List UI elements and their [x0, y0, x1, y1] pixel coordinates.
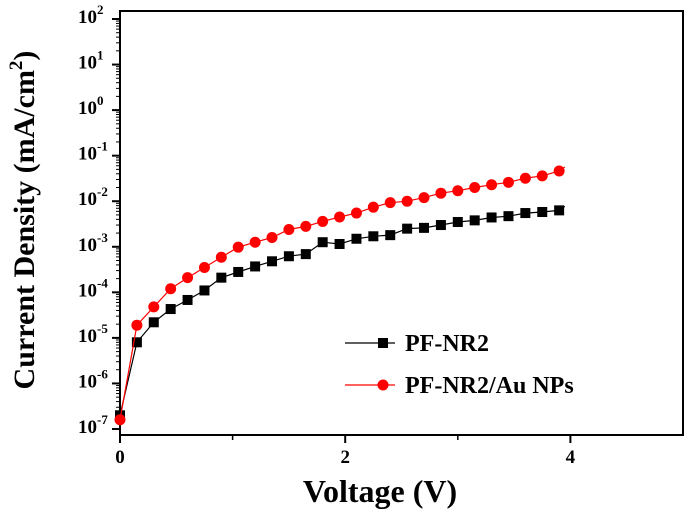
data-point	[165, 304, 176, 315]
plot-frame	[119, 10, 684, 436]
data-point	[317, 215, 329, 227]
plot-area: 0 2 4 102 101 100 10-1 10-2 10-3 10-4 10-5 10-6 10-7…	[78, 2, 684, 468]
y-tick-label: 10-3	[78, 230, 108, 256]
y-tick-label: 10-2	[78, 184, 108, 210]
data-point	[198, 262, 210, 274]
data-point	[351, 233, 362, 244]
data-point	[334, 239, 345, 250]
data-point	[334, 211, 346, 223]
x-tick-label: 2	[340, 447, 350, 468]
y-axis-title: Current Density (mA/cm2)	[6, 51, 41, 390]
legend-marker	[377, 379, 389, 391]
data-point	[317, 237, 328, 248]
data-point	[519, 172, 531, 184]
data-point	[401, 195, 413, 207]
data-point	[114, 414, 126, 426]
y-tick-label: 101	[78, 48, 104, 74]
data-point	[503, 211, 514, 222]
data-point	[148, 301, 160, 313]
y-tick-label: 10-6	[78, 366, 108, 392]
data-point	[131, 337, 142, 348]
data-point	[537, 206, 548, 217]
data-point	[469, 215, 480, 226]
data-point	[419, 222, 430, 233]
data-point	[368, 231, 379, 242]
data-point	[402, 223, 413, 234]
data-point	[452, 185, 464, 197]
x-axis-title: Voltage (V)	[303, 473, 457, 509]
y-tick-label: 10-4	[78, 275, 108, 301]
data-point	[266, 231, 278, 243]
series-2	[114, 165, 566, 426]
data-point	[367, 201, 379, 213]
data-point	[300, 249, 311, 260]
data-point	[182, 272, 194, 284]
data-point	[283, 223, 295, 235]
data-point	[283, 251, 294, 262]
y-tick-label: 10-1	[78, 139, 108, 165]
data-point	[536, 170, 548, 182]
data-point	[165, 283, 177, 295]
data-point	[520, 208, 531, 219]
data-point	[385, 230, 396, 241]
data-point	[502, 176, 514, 188]
data-point	[350, 207, 362, 219]
data-point	[182, 294, 193, 305]
data-point	[486, 212, 497, 223]
data-point	[554, 205, 565, 216]
data-point	[452, 216, 463, 227]
data-point	[553, 165, 565, 177]
legend-label: PF-NR2/Au NPs	[405, 373, 574, 399]
x-tick-label: 0	[115, 447, 125, 468]
series-line	[119, 166, 566, 420]
data-point	[250, 261, 261, 272]
data-point	[384, 197, 396, 209]
legend-label: PF-NR2	[405, 331, 489, 357]
y-tick-label: 102	[78, 2, 104, 28]
y-tick-label: 10-7	[78, 412, 108, 438]
data-point	[267, 256, 278, 267]
data-point	[233, 266, 244, 277]
y-tick-label: 10-5	[78, 321, 108, 347]
data-point	[486, 179, 498, 191]
y-tick-label: 100	[78, 93, 104, 119]
data-point	[199, 285, 210, 296]
data-point	[469, 182, 481, 194]
legend-item: PF-NR2/Au NPs	[345, 373, 574, 399]
legend-marker	[378, 338, 388, 348]
data-point	[215, 251, 227, 263]
legend-item: PF-NR2	[345, 331, 489, 357]
series-line	[119, 205, 566, 416]
data-point	[435, 187, 447, 199]
data-point	[216, 272, 227, 283]
data-point	[435, 220, 446, 231]
data-point	[131, 319, 143, 331]
data-point	[232, 241, 244, 253]
data-point	[249, 236, 261, 248]
data-point	[148, 317, 159, 328]
x-tick-label: 4	[566, 447, 576, 468]
data-point	[300, 220, 312, 232]
data-point	[418, 192, 430, 204]
